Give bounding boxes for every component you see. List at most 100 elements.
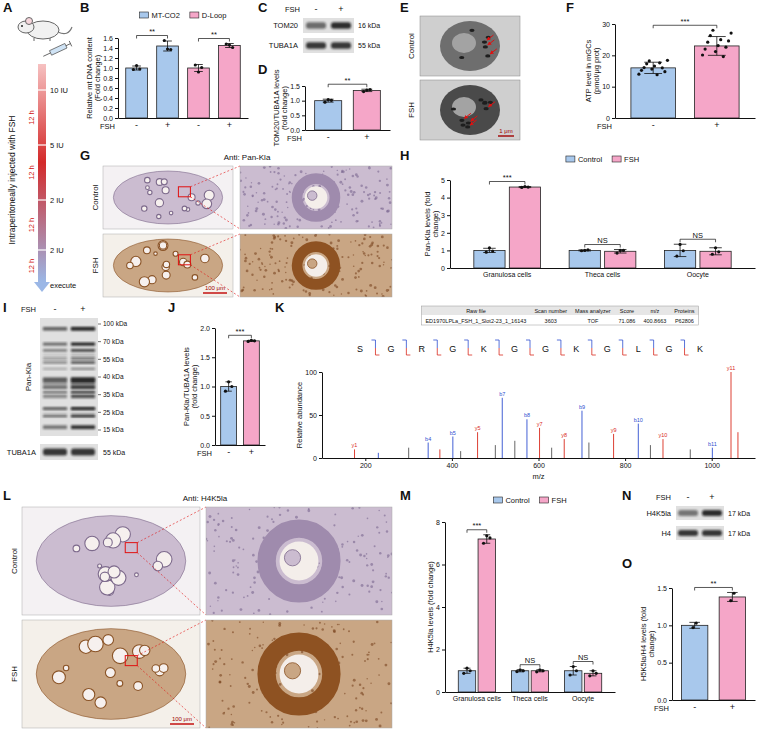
y-tick-label: 0 (441, 265, 445, 272)
y-tick: 0.0 (200, 442, 215, 449)
y-tick: 0 (606, 115, 615, 122)
blot-strip (676, 526, 724, 540)
ion-label: y1 (352, 442, 358, 448)
legend-label: D-Loop (202, 11, 227, 20)
row-label: FSH (407, 102, 416, 118)
data-point (469, 669, 472, 672)
data-point (200, 66, 203, 69)
x-tick-mark (712, 458, 713, 461)
plot-marks (221, 339, 260, 445)
peak (650, 445, 651, 458)
y-tick: 1.0 (290, 97, 305, 104)
significance-label: *** (472, 521, 481, 530)
peak (638, 424, 639, 458)
table-header: Score (620, 308, 634, 314)
blot-strip (303, 38, 354, 53)
lane-label: + (80, 304, 85, 314)
y-tick-label: 0.8 (103, 75, 113, 82)
x-axis-title: FSH (197, 449, 212, 458)
axis-line (615, 25, 616, 119)
significance-label: NS (597, 236, 607, 245)
data-point (488, 536, 491, 539)
data-point (661, 66, 664, 69)
table-header: Proteins (674, 308, 694, 314)
image-frame (206, 507, 392, 615)
blot-band (43, 349, 67, 352)
ion-label: y9 (611, 427, 617, 433)
blot-band (678, 530, 698, 536)
significance-label: *** (236, 327, 245, 336)
marker-label: 25 kDa (103, 409, 124, 416)
blot-band (43, 408, 67, 410)
data-point (658, 61, 661, 64)
marker-tick (98, 324, 101, 325)
fragment-mark (623, 348, 627, 355)
panel-letter: L (3, 488, 11, 503)
y-tick-label: 0.5 (200, 412, 210, 419)
fragment-mark (464, 340, 468, 348)
x-tick-mark (625, 458, 626, 461)
data-point (169, 48, 172, 51)
x-axis: -+ (616, 119, 756, 131)
panel-title: Anti: Pan-Kla (224, 153, 271, 162)
y-axis: 02468 (436, 519, 445, 696)
data-point (666, 59, 669, 62)
legend-label: Control (578, 155, 603, 164)
blot-band (43, 328, 67, 331)
blot-band (43, 391, 67, 392)
peak (354, 449, 355, 458)
y-tick-label: 100 (305, 369, 317, 376)
x-tick-mark (539, 458, 540, 461)
data-point (637, 73, 640, 76)
x-tick-label: 600 (533, 462, 545, 469)
y-tick-mark (319, 372, 322, 373)
plot-marks (126, 39, 241, 118)
row-label: TUBA1A (269, 41, 298, 50)
y-axis: 0.00.20.40.60.81.01.21.41.6 (103, 35, 118, 122)
data-point (717, 44, 720, 47)
blot-band (43, 378, 67, 381)
data-point (225, 42, 228, 45)
error-bar (708, 37, 726, 56)
axis-line (451, 268, 756, 269)
data-point (135, 64, 138, 67)
bar-chart: 0.00.51.01.5-+FSHH5K5la/H4 levels (foldc… (639, 579, 756, 713)
y-tick-label: 0 (313, 455, 317, 462)
fragment-mark (557, 340, 561, 348)
legend: ControlFSH (493, 496, 566, 505)
x-tick-label: + (714, 120, 719, 130)
x-tick-label: - (652, 120, 655, 130)
ihc-zoom (240, 234, 392, 297)
x-tick: - (227, 447, 230, 457)
fragment-mark (433, 340, 437, 348)
peak (428, 443, 429, 458)
x-tick: 400 (447, 458, 459, 469)
axis-line (119, 118, 249, 119)
axis-line (445, 523, 446, 693)
y-tick: 5 (441, 177, 450, 184)
y-tick-label: 10 (602, 83, 610, 90)
axis-line (118, 39, 119, 119)
blot-strip (40, 444, 98, 460)
data-point (519, 668, 522, 671)
bar (219, 46, 241, 119)
y-tick: 1.0 (103, 65, 118, 72)
y-tick: 4 (441, 194, 450, 201)
y-tick: 1.4 (103, 45, 118, 52)
blot-band (71, 343, 95, 346)
peak (690, 449, 691, 458)
data-point (724, 46, 727, 49)
data-point (541, 669, 544, 672)
y-tick: 1.6 (103, 35, 118, 42)
lane-label: - (54, 304, 57, 314)
blot-band (71, 394, 95, 398)
y-tick-label: 20 (602, 52, 610, 59)
x-tick: 1000 (704, 458, 720, 469)
ihc-zoom (240, 166, 392, 229)
x-tick: - (652, 120, 655, 130)
y-tick: 0.4 (103, 95, 118, 102)
data-point (711, 29, 714, 32)
y-tick-label: 1.5 (657, 585, 667, 592)
x-tick-label: Theca cells (512, 695, 548, 702)
fragment-mark (406, 348, 410, 355)
